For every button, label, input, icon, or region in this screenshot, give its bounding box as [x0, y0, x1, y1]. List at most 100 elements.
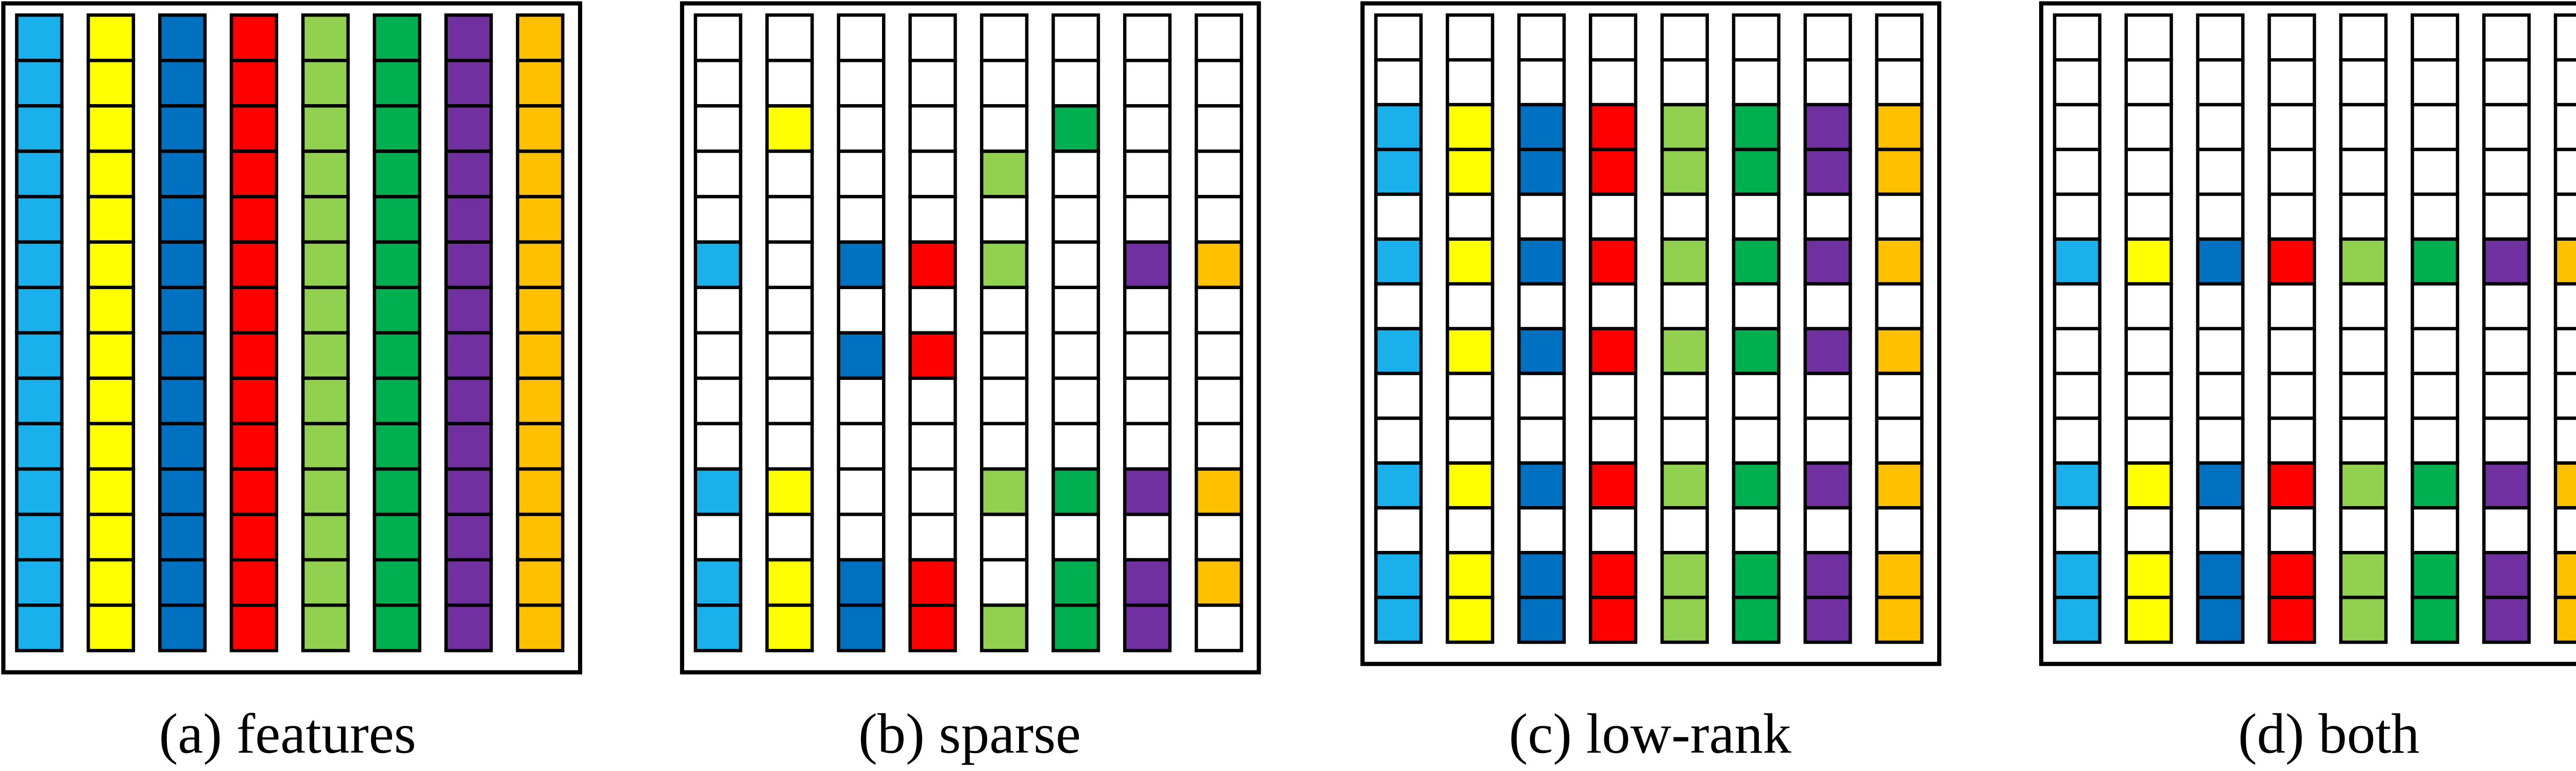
cell	[1446, 595, 1495, 644]
cell	[2053, 327, 2102, 375]
cell	[1660, 551, 1709, 599]
cell	[1052, 422, 1100, 471]
cell	[1588, 327, 1638, 375]
cell	[2196, 103, 2245, 152]
cell	[2053, 192, 2102, 241]
cell	[444, 149, 493, 198]
cell	[1660, 237, 1709, 286]
cell	[444, 467, 493, 516]
cell	[1374, 506, 1423, 555]
cell	[908, 467, 957, 516]
cell	[2553, 551, 2576, 599]
cell	[980, 558, 1029, 607]
cell	[2339, 551, 2388, 599]
cell	[444, 104, 493, 153]
cell	[2196, 58, 2245, 107]
cell	[1446, 192, 1495, 241]
cell	[837, 286, 886, 335]
cell	[1660, 506, 1709, 555]
cell	[158, 286, 207, 335]
cell	[1374, 58, 1423, 107]
cell	[2411, 58, 2460, 107]
cell	[2553, 461, 2576, 510]
cell	[693, 558, 742, 607]
cell	[372, 13, 421, 62]
cell	[1446, 237, 1495, 286]
cell	[2196, 372, 2245, 420]
cell	[1660, 461, 1709, 510]
cell	[87, 331, 135, 380]
cell	[2124, 282, 2173, 330]
cell	[1803, 103, 1852, 152]
cell	[1374, 461, 1423, 510]
cell	[372, 195, 421, 244]
cell	[1660, 147, 1709, 196]
cell	[2339, 506, 2388, 555]
panel-frame	[2039, 1, 2576, 666]
cell	[1517, 192, 1566, 241]
cell	[301, 558, 350, 607]
panel-frame	[1360, 1, 1942, 666]
panel-frame	[680, 1, 1261, 675]
cell	[2267, 103, 2316, 152]
cell	[2196, 237, 2245, 286]
cell	[516, 467, 565, 516]
cell	[908, 149, 957, 198]
cell	[2053, 58, 2102, 107]
cell	[372, 422, 421, 471]
cell	[1123, 603, 1172, 652]
cell	[1517, 58, 1566, 107]
cell	[1803, 282, 1852, 330]
cell	[980, 240, 1029, 289]
cell	[2553, 372, 2576, 420]
cell	[1123, 422, 1172, 471]
cell	[908, 603, 957, 652]
cell	[765, 376, 814, 426]
cell	[15, 59, 64, 108]
cell	[2482, 416, 2531, 465]
cell	[980, 467, 1029, 516]
cell	[2411, 372, 2460, 420]
cell	[1194, 240, 1243, 289]
cell	[2124, 595, 2173, 644]
cell	[372, 512, 421, 562]
cell	[2482, 192, 2531, 241]
cell	[1660, 282, 1709, 330]
cell	[837, 603, 886, 652]
cell	[516, 195, 565, 244]
cell	[2267, 237, 2316, 286]
cell	[1123, 240, 1172, 289]
cell	[229, 104, 278, 153]
cell	[15, 104, 64, 153]
cell	[229, 240, 278, 289]
cell	[2339, 595, 2388, 644]
panel	[2039, 1, 2576, 666]
cell	[2267, 461, 2316, 510]
cell	[444, 422, 493, 471]
cell	[2339, 461, 2388, 510]
cell	[1875, 461, 1924, 510]
cell	[1875, 595, 1924, 644]
cell	[372, 603, 421, 652]
cell	[1588, 13, 1638, 62]
cell	[2482, 103, 2531, 152]
cell	[1517, 282, 1566, 330]
cell	[372, 240, 421, 289]
cell	[158, 331, 207, 380]
cell	[1803, 595, 1852, 644]
cell	[87, 512, 135, 562]
cell	[2196, 192, 2245, 241]
cell	[2553, 147, 2576, 196]
cell	[2124, 506, 2173, 555]
cell	[229, 376, 278, 426]
cell	[1123, 331, 1172, 380]
cell	[516, 422, 565, 471]
cell	[1194, 603, 1243, 652]
cell	[1803, 147, 1852, 196]
cell	[765, 240, 814, 289]
cell	[1660, 372, 1709, 420]
cell	[1194, 104, 1243, 153]
cell	[2267, 327, 2316, 375]
cell	[2411, 506, 2460, 555]
